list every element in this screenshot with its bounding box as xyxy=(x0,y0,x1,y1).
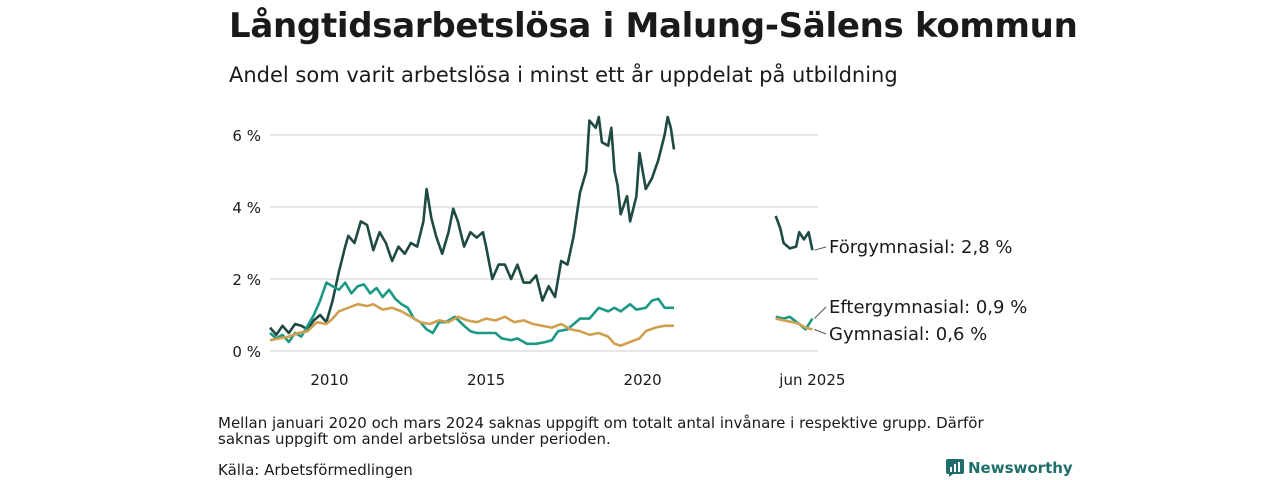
brand-logo: Newsworthy xyxy=(946,459,1073,477)
series-line-förgymnasial xyxy=(269,115,676,337)
x-tick-label: jun 2025 xyxy=(778,371,845,389)
chart-subtitle: Andel som varit arbetslösa i minst ett å… xyxy=(229,63,898,87)
end-label-förgymnasial: Förgymnasial: 2,8 % xyxy=(829,237,1013,258)
grid-lines xyxy=(270,134,818,352)
series-line-eftergymnasial xyxy=(269,281,674,346)
y-tick-label: 0 % xyxy=(232,343,261,361)
end-label-eftergymnasial: Eftergymnasial: 0,9 % xyxy=(829,297,1027,318)
source-text: Källa: Arbetsförmedlingen xyxy=(218,461,413,479)
y-tick-label: 4 % xyxy=(232,199,261,217)
series-lines xyxy=(269,115,814,347)
x-tick-label: 2010 xyxy=(310,371,348,389)
series-line-gymnasial xyxy=(775,317,813,331)
newsworthy-logo-icon xyxy=(946,459,964,477)
x-tick-label: 2020 xyxy=(624,371,662,389)
y-axis-ticks: 0 % 2 % 4 % 6 % xyxy=(232,127,261,361)
y-tick-label: 6 % xyxy=(232,127,261,145)
series-line-förgymnasial xyxy=(774,215,814,251)
end-labels: Förgymnasial: 2,8 % Eftergymnasial: 0,9 %… xyxy=(814,237,1027,345)
end-label-gymnasial: Gymnasial: 0,6 % xyxy=(829,324,987,345)
footnote: Mellan januari 2020 och mars 2024 saknas… xyxy=(218,414,984,448)
chart-title: Långtidsarbetslösa i Malung-Sälens kommu… xyxy=(229,6,1078,46)
y-tick-label: 2 % xyxy=(232,271,261,289)
x-axis-ticks: 2010 2015 2020 jun 2025 xyxy=(310,371,845,389)
end-label-connector xyxy=(814,246,827,251)
series-line-gymnasial xyxy=(269,302,674,347)
brand-name: Newsworthy xyxy=(968,459,1073,477)
end-label-connector xyxy=(814,328,827,335)
end-label-connector xyxy=(814,306,827,319)
x-tick-label: 2015 xyxy=(467,371,505,389)
